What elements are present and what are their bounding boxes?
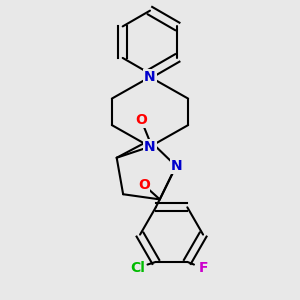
Text: O: O (135, 113, 147, 128)
Text: N: N (170, 159, 182, 173)
Text: N: N (144, 70, 156, 84)
Text: N: N (144, 140, 156, 154)
Text: Cl: Cl (130, 261, 145, 275)
Text: F: F (199, 261, 209, 275)
Text: O: O (138, 178, 150, 192)
